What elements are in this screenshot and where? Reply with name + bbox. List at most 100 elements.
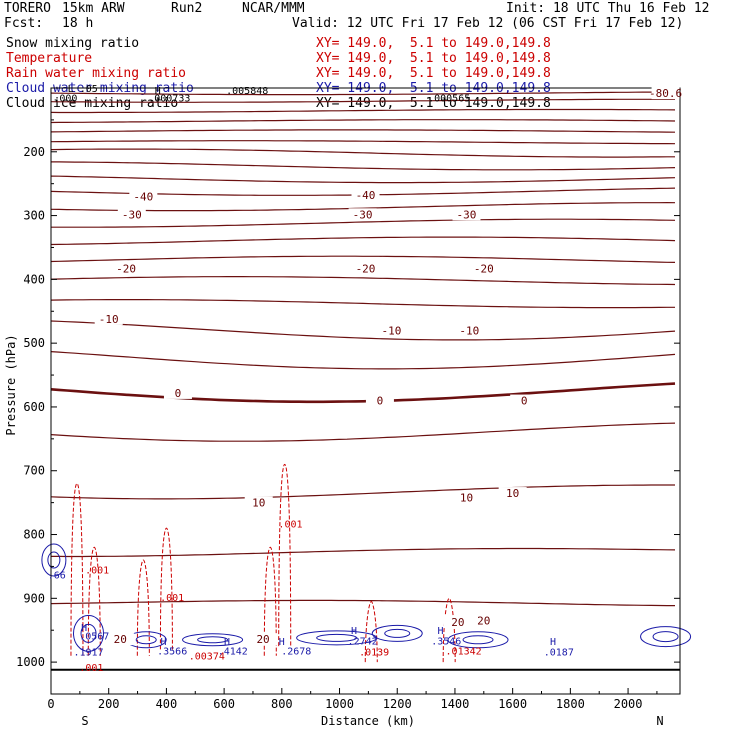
cloud-water-contour [197, 636, 229, 644]
x-tick-label: 200 [98, 697, 120, 711]
header-model: TORERO [4, 1, 51, 16]
temperature-label-bg [443, 615, 472, 628]
cloud-water-label: .0567 [79, 631, 109, 642]
cloud-water-label: .66 [48, 571, 66, 582]
y-tick-label: 1000 [16, 655, 45, 669]
rain-water-contour [159, 527, 173, 650]
rain-water-contour [364, 601, 378, 663]
isotherm-line [50, 148, 675, 158]
top-label: .000565 [428, 94, 470, 105]
rain-label: .00374 [189, 652, 225, 663]
field-name-snow: Snow mixing ratio [6, 36, 140, 51]
rain-label: .0139 [359, 647, 389, 658]
y-tick-label: 600 [23, 400, 45, 414]
top-label: .000 [53, 94, 77, 105]
y-tick-label: 200 [23, 145, 45, 159]
temperature-label: -30 [122, 208, 142, 221]
isotherm-line [50, 382, 676, 404]
cloud-water-contour [316, 633, 358, 642]
temperature-label: 20 [451, 616, 464, 629]
top-label: .000733 [148, 94, 190, 105]
temperature-label-bg [94, 312, 123, 325]
cloud-water-label: H [279, 637, 285, 648]
plot-frame [50, 87, 681, 695]
isotherm-line [50, 140, 676, 145]
temperature-label: -80.6 [649, 87, 682, 100]
rain-water-contour [263, 546, 277, 656]
cloud-water-label: H [438, 626, 444, 637]
cloud-water-label: .1917 [73, 647, 103, 658]
cloud-water-label: H [161, 637, 167, 648]
isotherm-line [50, 351, 676, 370]
label-layer: -80.6 -40 -40 -30 -30 -30 -20 -20 -20 -10 -10 -10 0 0… [48, 84, 682, 674]
temperature-label: 10 [506, 487, 519, 500]
isotherm-line [50, 599, 675, 607]
temperature-label-bg [163, 386, 192, 399]
temperature-label-bg [106, 633, 135, 646]
cloud-water-label: H [351, 626, 357, 637]
cloud-water-contour [135, 635, 157, 645]
field-xy-rain: XY= 149.0, 5.1 to 149.0,149.8 [316, 66, 551, 81]
contour-layer [41, 91, 692, 671]
field-name-rain: Rain water mixing ratio [6, 66, 187, 81]
isotherm-line [50, 422, 676, 442]
rain-water-contour [87, 546, 101, 656]
top-label: .005848 [226, 86, 268, 97]
cloud-water-contour [41, 543, 67, 577]
x-tick-label: 1400 [440, 697, 469, 711]
isotherm-line [51, 161, 676, 171]
cloud-water-contour [462, 635, 494, 645]
temperature-label: -20 [474, 263, 494, 276]
header-valid: Valid: 12 UTC Fri 17 Feb 12 (06 CST Fri … [292, 16, 684, 31]
temperature-label: -40 [356, 189, 376, 202]
temperature-label-bg [469, 614, 498, 627]
x-tick-label: 800 [271, 697, 293, 711]
temperature-label: 0 [521, 395, 528, 408]
isotherm-line [51, 218, 676, 228]
temperature-label-bg [117, 208, 146, 221]
cloud-water-label: .2742 [348, 636, 378, 647]
field-name-temperature: Temperature [6, 51, 93, 66]
y-tick-label: 400 [23, 272, 45, 286]
cloud-water-label: H [81, 623, 87, 634]
temperature-label-bg [365, 394, 394, 407]
cloud-water-contour [47, 551, 61, 569]
header-fcst-value: 18 h [62, 16, 94, 31]
temperature-label: 20 [256, 633, 269, 646]
temperature-label-bg [651, 87, 680, 100]
y-tick-label: 900 [23, 591, 45, 605]
cloud-water-label: .3566 [157, 647, 187, 658]
temperature-label-bg [112, 262, 141, 275]
cloud-water-label: H [224, 637, 230, 648]
isotherm-line [50, 98, 675, 103]
temperature-label-bg [377, 324, 406, 337]
field-xy-snow: XY= 149.0, 5.1 to 149.0,149.8 [316, 36, 551, 51]
cloud-water-contour [73, 614, 105, 652]
cloud-water-label: .3546 [431, 636, 461, 647]
isotherm-line [50, 484, 675, 500]
isotherm-line [50, 276, 676, 286]
rain-label: .001 [85, 566, 109, 577]
cloud-water-contour [447, 631, 509, 649]
temperature-label: -30 [353, 208, 373, 221]
x-tick-label: 1800 [556, 697, 585, 711]
rain-water-contour [442, 597, 456, 663]
cloud-water-label: .2678 [281, 647, 311, 658]
temperature-label-bg [348, 208, 377, 221]
cloud-water-contour [652, 631, 679, 643]
temperature-label: 0 [377, 395, 384, 408]
y-tick-label: 700 [23, 464, 45, 478]
header-run: Run2 [171, 1, 203, 16]
isotherm-line [50, 175, 676, 184]
temperature-label-bg [351, 189, 380, 202]
rain-label: .001 [160, 593, 184, 604]
isotherm-line [50, 299, 675, 309]
temperature-label-bg [129, 190, 158, 203]
field-xy-temperature: XY= 149.0, 5.1 to 149.0,149.8 [316, 51, 551, 66]
x-tick-label: 1200 [383, 697, 412, 711]
x-endpoint-right: N [656, 714, 663, 728]
temperature-label-bg [455, 324, 484, 337]
temperature-label: -40 [133, 190, 153, 203]
y-tick-label: 300 [23, 209, 45, 223]
